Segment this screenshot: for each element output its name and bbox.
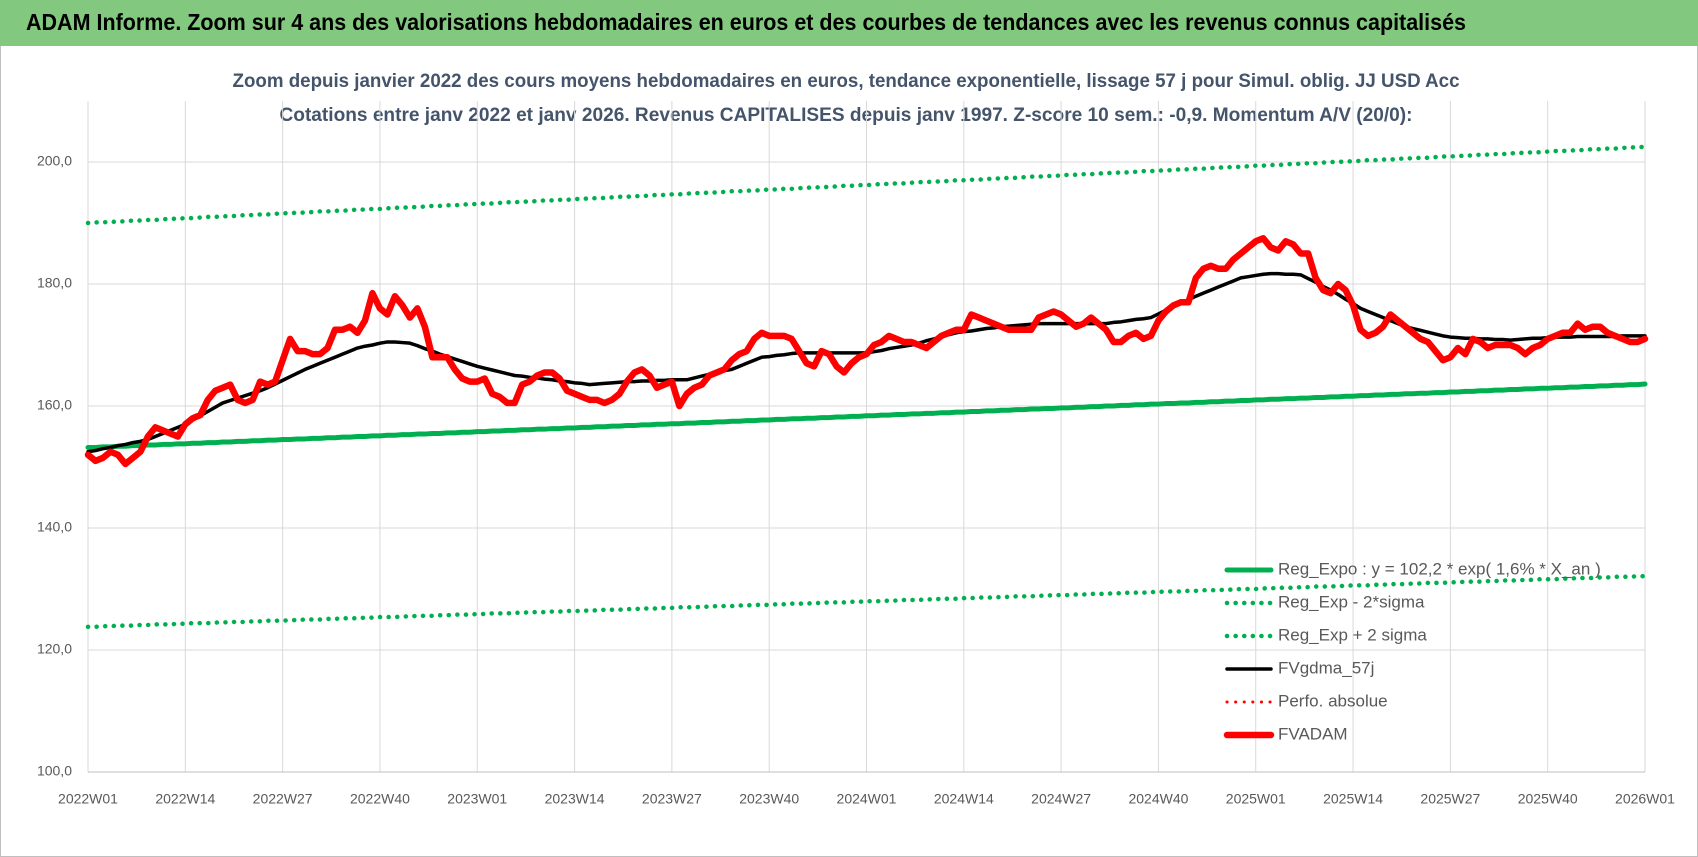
x-tick-label: 2023W27 xyxy=(642,791,702,807)
x-tick-label: 2026W01 xyxy=(1615,791,1675,807)
x-tick-label: 2022W01 xyxy=(58,791,118,807)
y-tick-label: 120,0 xyxy=(37,641,72,657)
y-tick-label: 140,0 xyxy=(37,519,72,535)
legend-label: Reg_Exp + 2 sigma xyxy=(1278,625,1427,644)
x-tick-label: 2023W01 xyxy=(447,791,507,807)
x-tick-label: 2025W40 xyxy=(1518,791,1578,807)
series-line xyxy=(85,573,1648,630)
y-tick-label: 180,0 xyxy=(37,275,72,291)
chart-subtitle: Cotations entre janv 2022 et janv 2026. … xyxy=(280,105,1413,126)
x-tick-label: 2025W27 xyxy=(1420,791,1480,807)
x-tick-label: 2024W14 xyxy=(934,791,994,807)
header-bar xyxy=(0,0,1698,46)
series-line xyxy=(85,381,1648,450)
x-tick-label: 2024W40 xyxy=(1128,791,1188,807)
legend-label: Reg_Exp - 2*sigma xyxy=(1278,592,1425,611)
x-tick-label: 2025W14 xyxy=(1323,791,1383,807)
y-tick-label: 160,0 xyxy=(37,397,72,413)
x-tick-label: 2022W27 xyxy=(253,791,313,807)
x-tick-label: 2024W27 xyxy=(1031,791,1091,807)
chart-title: Zoom depuis janvier 2022 des cours moyen… xyxy=(233,71,1460,92)
x-tick-label: 2022W40 xyxy=(350,791,410,807)
series-line xyxy=(85,144,1648,226)
x-tick-label: 2023W40 xyxy=(739,791,799,807)
x-tick-label: 2022W14 xyxy=(155,791,215,807)
legend-label: Reg_Expo : y = 102,2 * exp( 1,6% * X_an … xyxy=(1278,559,1601,578)
x-tick-label: 2024W01 xyxy=(837,791,897,807)
legend-label: FVADAM xyxy=(1278,724,1348,743)
legend-label: Perfo. absolue xyxy=(1278,691,1388,710)
legend-label: FVgdma_57j xyxy=(1278,658,1374,677)
y-tick-label: 200,0 xyxy=(37,153,72,169)
y-tick-label: 100,0 xyxy=(37,763,72,779)
series-line xyxy=(84,235,1649,468)
x-tick-label: 2025W01 xyxy=(1226,791,1286,807)
header-title: ADAM Informe. Zoom sur 4 ans des valoris… xyxy=(26,9,1466,35)
x-tick-label: 2023W14 xyxy=(545,791,605,807)
